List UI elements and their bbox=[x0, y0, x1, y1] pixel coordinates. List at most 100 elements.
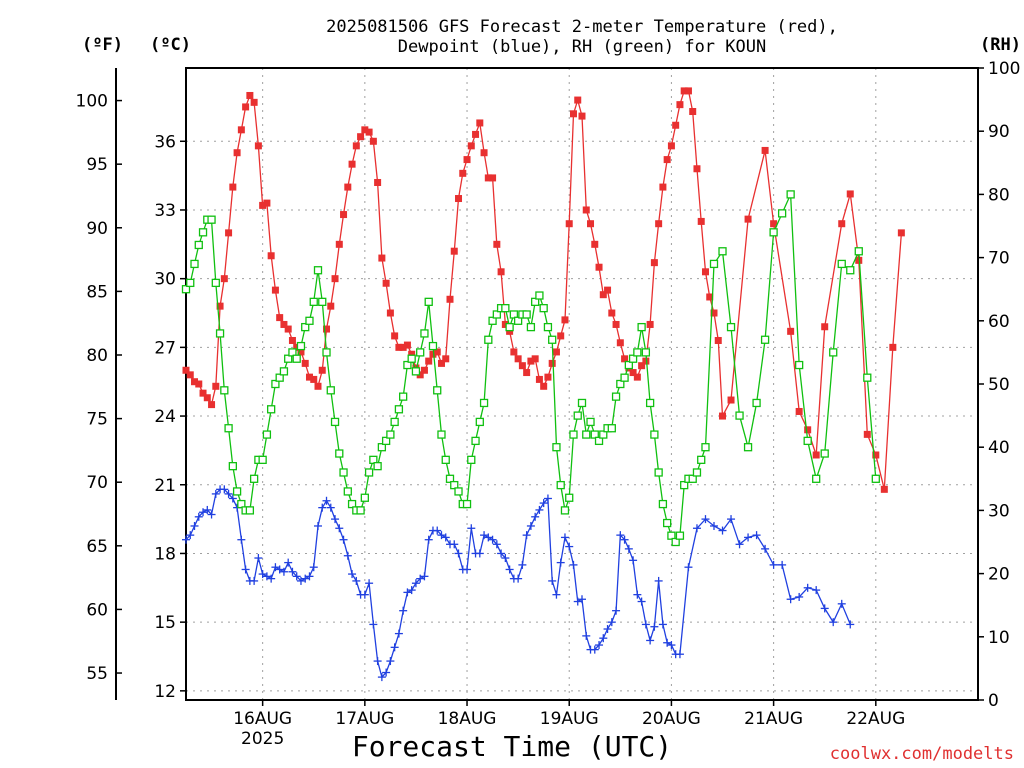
rh-point bbox=[228, 462, 237, 471]
rh-point bbox=[620, 373, 629, 382]
temperature-point bbox=[744, 215, 752, 223]
temperature-point bbox=[391, 332, 399, 340]
temperature-point bbox=[540, 382, 548, 390]
rh-point bbox=[837, 259, 846, 269]
temperature-point bbox=[638, 362, 646, 370]
rh-point bbox=[854, 247, 863, 256]
temperature-point bbox=[531, 355, 539, 363]
temperature-point bbox=[284, 325, 292, 333]
dewpoint-point bbox=[301, 574, 310, 583]
dewpoint-point bbox=[595, 641, 604, 650]
dewpoint-point bbox=[382, 668, 391, 677]
dewpoint-point bbox=[582, 631, 591, 640]
rh-tick-label: 40 bbox=[988, 438, 1010, 458]
rh-tick-label: 10 bbox=[988, 628, 1010, 648]
temperature-point bbox=[621, 355, 629, 363]
fahrenheit-tick-label: 85 bbox=[86, 282, 108, 302]
dewpoint-point bbox=[288, 567, 297, 576]
chart-title: 2025081506 GFS Forecast 2-meter Temperat… bbox=[186, 17, 978, 57]
temperature-point bbox=[812, 451, 820, 459]
rh-point bbox=[654, 468, 663, 477]
temperature-point bbox=[446, 295, 454, 303]
chart-title-line-1: 2025081506 GFS Forecast 2-meter Temperat… bbox=[326, 17, 838, 37]
rh-point bbox=[479, 398, 489, 408]
rh-point bbox=[373, 462, 382, 471]
dewpoint-point bbox=[292, 572, 301, 581]
rh-point bbox=[424, 297, 433, 306]
dewpoint-point bbox=[211, 489, 220, 498]
temperature-point bbox=[203, 394, 211, 402]
rh-point bbox=[394, 405, 404, 414]
rh-point bbox=[565, 493, 574, 502]
dewpoint-point bbox=[309, 563, 318, 572]
temperature-point bbox=[467, 142, 475, 150]
dewpoint-point bbox=[650, 622, 659, 631]
dewpoint-point bbox=[275, 565, 284, 574]
rh-point bbox=[249, 474, 259, 483]
rh-point bbox=[232, 487, 242, 496]
rh-tick-label: 60 bbox=[988, 312, 1010, 332]
temperature-point bbox=[489, 174, 497, 182]
dewpoint-point bbox=[254, 554, 263, 563]
rh-point bbox=[186, 278, 195, 288]
temperature-point bbox=[357, 133, 365, 141]
dewpoint-point bbox=[424, 535, 433, 544]
dewpoint-point bbox=[710, 521, 718, 530]
dewpoint-point bbox=[437, 531, 446, 540]
temperature-point bbox=[420, 366, 428, 374]
temperature-point bbox=[684, 87, 692, 95]
dewpoint-point bbox=[373, 657, 382, 666]
rh-point bbox=[416, 348, 425, 357]
rh-point bbox=[267, 405, 276, 414]
rh-point bbox=[560, 506, 570, 515]
dewpoint-point bbox=[318, 503, 327, 512]
temperature-point bbox=[455, 195, 463, 203]
rh-point bbox=[645, 398, 655, 408]
dewpoint-point bbox=[207, 510, 216, 519]
temperature-point bbox=[276, 314, 284, 322]
temperature-point bbox=[186, 371, 194, 379]
temperature-point bbox=[233, 149, 241, 157]
dewpoint-point bbox=[641, 620, 650, 629]
dewpoint-point bbox=[612, 606, 621, 615]
dewpoint-point bbox=[599, 634, 608, 643]
dewpoint-point bbox=[488, 535, 497, 544]
dewpoint-point bbox=[633, 590, 642, 599]
temperature-point bbox=[565, 220, 573, 228]
rh-point bbox=[356, 506, 365, 515]
temperature-point bbox=[229, 183, 237, 191]
dewpoint-point bbox=[637, 597, 646, 606]
rh-point bbox=[420, 329, 429, 338]
rh-point bbox=[275, 373, 284, 382]
rh-point bbox=[701, 443, 710, 452]
rh-tick-label: 100 bbox=[988, 59, 1020, 79]
dewpoint-line bbox=[185, 488, 851, 679]
temperature-point bbox=[689, 108, 697, 116]
dewpoint-point bbox=[497, 549, 506, 558]
dewpoint-point bbox=[377, 673, 386, 682]
dewpoint-point bbox=[339, 535, 348, 544]
rh-point bbox=[271, 379, 280, 389]
temperature-point bbox=[450, 247, 458, 255]
temperature-point bbox=[612, 320, 620, 328]
temperature-point bbox=[897, 229, 905, 237]
dewpoint-point bbox=[531, 512, 540, 521]
rh-point bbox=[377, 443, 387, 452]
temperature-point bbox=[348, 160, 356, 168]
temperature-point bbox=[706, 293, 714, 301]
rh-point bbox=[548, 335, 557, 344]
temperature-point bbox=[552, 348, 560, 356]
rh-point bbox=[462, 499, 472, 509]
temperature-point bbox=[642, 357, 650, 365]
dewpoint-point bbox=[416, 574, 425, 583]
temperature-point bbox=[195, 380, 203, 388]
fahrenheit-tick-label: 65 bbox=[86, 537, 108, 557]
rh-point bbox=[301, 322, 310, 332]
x-tick-label: 21AUG bbox=[744, 709, 803, 729]
rh-point bbox=[663, 518, 672, 528]
celsius-tick-label: 12 bbox=[154, 682, 176, 702]
rh-point bbox=[475, 417, 484, 427]
dewpoint-point bbox=[578, 595, 586, 604]
rh-point bbox=[211, 278, 220, 288]
rh-point bbox=[207, 215, 216, 224]
